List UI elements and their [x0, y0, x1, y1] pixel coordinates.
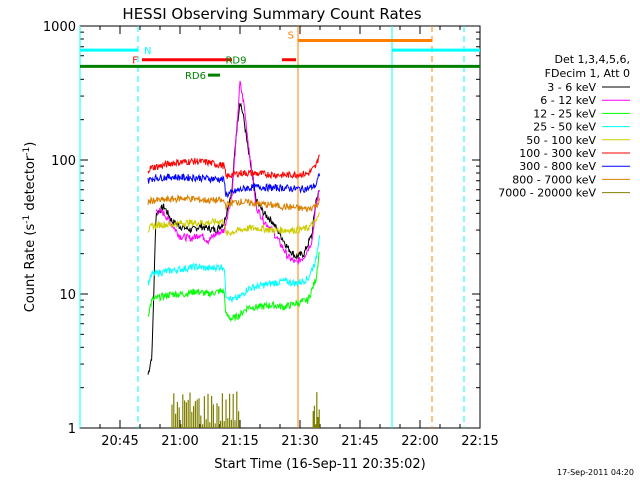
x-tick-label: 21:00: [161, 434, 198, 449]
indicator-label: RD6: [185, 71, 206, 82]
plot-frame: [79, 25, 481, 429]
x-tick-label: 20:45: [101, 434, 138, 449]
legend-label: 300 - 800 keV: [519, 160, 596, 173]
legend-header: Det 1,3,4,5,6,: [554, 53, 630, 66]
y-axis-label-mid: detector: [23, 155, 38, 215]
x-axis-label: Start Time (16-Sep-11 20:35:02): [214, 457, 425, 472]
chart-title: HESSI Observing Summary Count Rates: [122, 5, 421, 23]
series-line: [147, 212, 321, 237]
series-line: [147, 194, 321, 213]
series-line: [147, 102, 320, 375]
indicator-label: RD9: [225, 55, 246, 66]
y-tick-label: 1: [68, 422, 76, 437]
series-line: [147, 154, 320, 180]
indicator-label: N: [144, 46, 151, 57]
legend: Det 1,3,4,5,6,FDecim 1, Att 03 - 6 keV6 …: [498, 53, 630, 200]
footer-timestamp: 17-Sep-2011 04:20: [557, 468, 634, 477]
x-tick-label: 21:30: [281, 434, 318, 449]
legend-label: 6 - 12 keV: [540, 94, 596, 107]
x-tick-label: 22:00: [401, 434, 438, 449]
y-axis-label-end: ): [23, 142, 38, 147]
legend-label: 50 - 100 keV: [526, 134, 596, 147]
series-line: [155, 80, 321, 265]
plot-area: 1 10 100 1000 20:45 21:00 21:15 21:30 21:45 22:00…: [43, 20, 499, 449]
y-axis-label-sup1: -1: [22, 215, 32, 224]
y-tick-label: 100: [51, 154, 76, 169]
y-axis-label: Count Rate (s-1 detector-1): [22, 142, 38, 313]
legend-label: 800 - 7000 keV: [512, 173, 596, 186]
x-tick-label: 21:45: [341, 434, 378, 449]
legend-header: FDecim 1, Att 0: [545, 67, 630, 80]
y-axis-label-sup2: -1: [22, 147, 32, 156]
x-tick-label: 21:15: [221, 434, 258, 449]
series-line: [171, 391, 320, 428]
legend-label: 7000 - 20000 keV: [498, 187, 596, 200]
series-line: [147, 172, 321, 199]
legend-label: 12 - 25 keV: [533, 107, 596, 120]
y-axis-label-main: Count Rate (s: [23, 224, 38, 313]
y-tick-label: 1000: [43, 20, 76, 35]
legend-label: 25 - 50 keV: [533, 121, 596, 134]
y-tick-label: 10: [59, 288, 76, 303]
indicator-label: S: [288, 30, 294, 41]
x-tick-label: 22:15: [461, 434, 498, 449]
legend-label: 3 - 6 keV: [547, 81, 596, 94]
series-line: [147, 235, 321, 303]
series-line: [147, 251, 320, 323]
indicator-label: F: [132, 56, 138, 67]
legend-label: 100 - 300 keV: [519, 147, 596, 160]
